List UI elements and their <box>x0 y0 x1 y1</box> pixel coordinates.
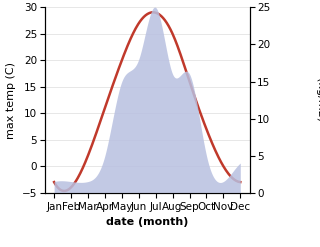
X-axis label: date (month): date (month) <box>106 217 188 226</box>
Y-axis label: max temp (C): max temp (C) <box>6 62 16 139</box>
Y-axis label: med. precipitation
(kg/m2): med. precipitation (kg/m2) <box>315 49 320 151</box>
